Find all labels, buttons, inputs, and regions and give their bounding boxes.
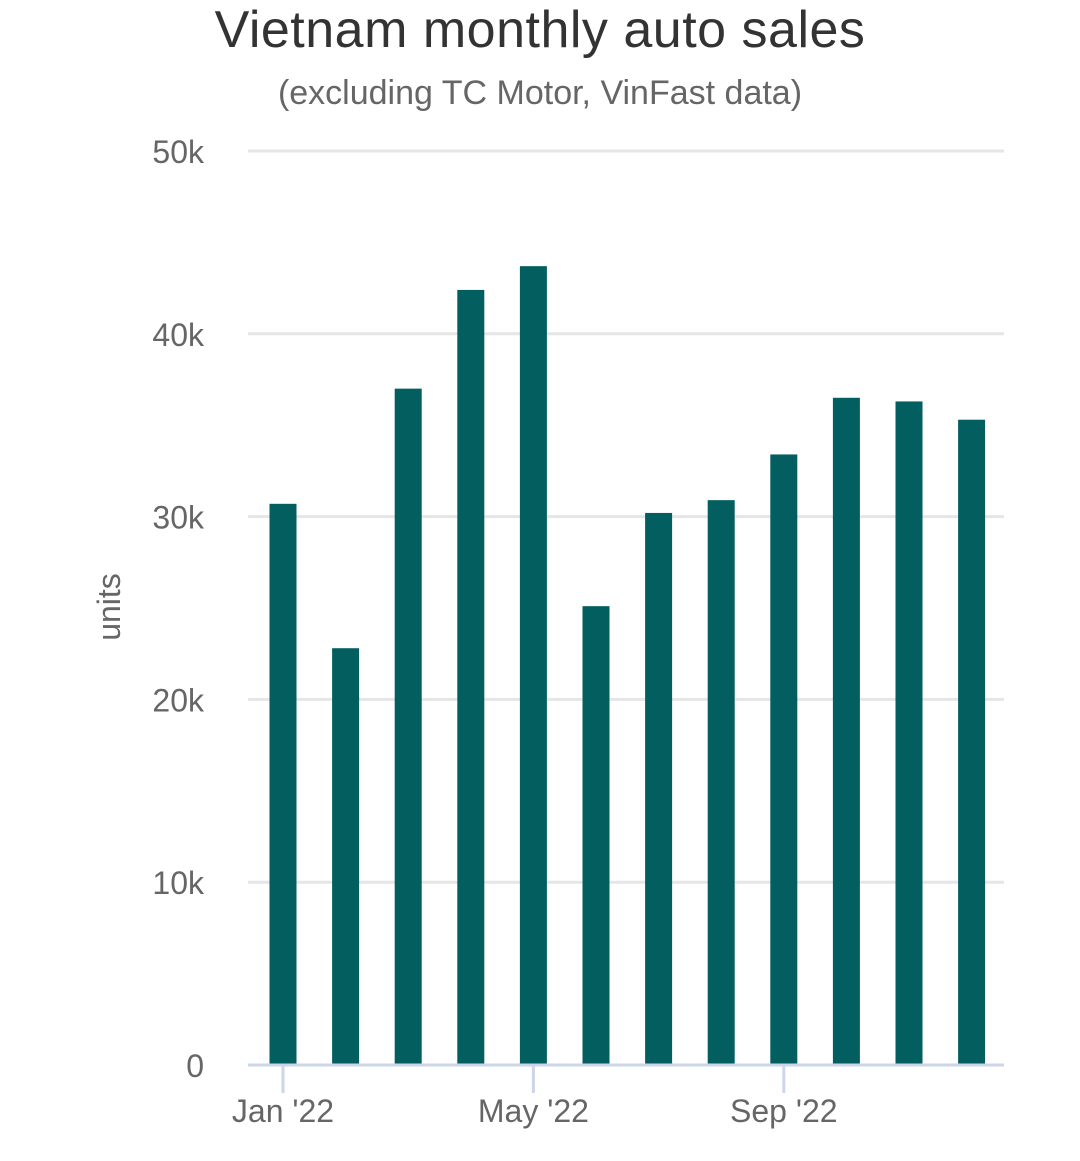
bar — [394, 388, 422, 1065]
y-tick-label: 10k — [152, 865, 205, 901]
y-axis-label: units — [91, 573, 127, 641]
x-tick-label: Jan '22 — [232, 1093, 334, 1129]
x-axis: Jan '22 May '22 Sep '22 — [232, 1063, 1004, 1129]
chart-subtitle: (excluding TC Motor, VinFast data) — [277, 74, 803, 112]
bar — [707, 500, 735, 1065]
y-tick-label: 40k — [152, 317, 205, 353]
bar — [645, 512, 673, 1065]
bar — [519, 266, 547, 1065]
y-tick-label: 20k — [152, 682, 205, 718]
y-tick-label: 0 — [186, 1048, 204, 1084]
bar — [457, 289, 485, 1066]
y-tick-label: 50k — [152, 134, 205, 170]
x-tick-label: Sep '22 — [730, 1093, 838, 1129]
bar — [770, 454, 798, 1065]
bar — [332, 648, 360, 1065]
x-tick-label: May '22 — [478, 1093, 589, 1129]
bar — [582, 606, 610, 1065]
bar — [958, 419, 986, 1065]
y-tick-label: 30k — [152, 500, 205, 536]
bar — [832, 397, 860, 1065]
bar-series — [269, 266, 986, 1066]
bar — [895, 401, 923, 1065]
bar — [269, 503, 297, 1066]
y-axis: 0 10k 20k 30k 40k 50k — [152, 134, 205, 1084]
gridlines — [248, 149, 1004, 884]
chart-title: Vietnam monthly auto sales — [214, 1, 866, 59]
